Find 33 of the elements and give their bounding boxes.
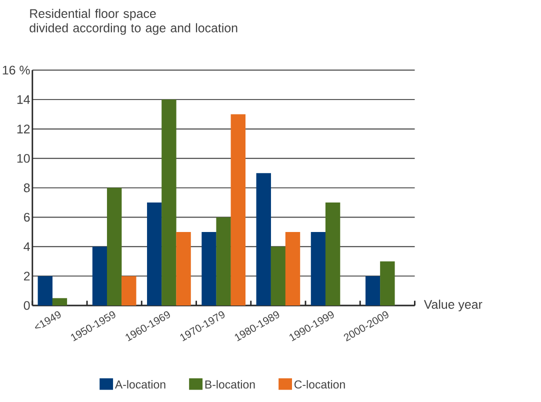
bar xyxy=(310,232,326,306)
y-tick-label: 14 xyxy=(17,95,30,104)
bar xyxy=(216,217,231,306)
bar xyxy=(325,202,340,306)
bar xyxy=(122,276,136,306)
y-tick-label: 16 % xyxy=(2,66,30,75)
legend-label: B-location xyxy=(205,380,255,389)
bar xyxy=(52,298,68,306)
bar xyxy=(38,276,52,306)
bar xyxy=(230,114,246,306)
bar xyxy=(285,232,300,306)
x-axis-title: Value year xyxy=(424,300,482,312)
y-tick-label: 2 xyxy=(24,272,30,281)
bar xyxy=(270,246,286,306)
bar xyxy=(202,232,216,306)
bar xyxy=(106,188,122,306)
legend-label: C-location xyxy=(294,380,345,389)
bar xyxy=(147,202,162,306)
bar xyxy=(256,173,271,306)
bar xyxy=(380,262,395,306)
bar xyxy=(176,232,191,306)
y-tick-label: 4 xyxy=(24,242,30,252)
legend-label: A-location xyxy=(114,380,166,389)
bar xyxy=(92,246,108,306)
y-tick-label: 10 xyxy=(17,154,30,164)
bar xyxy=(366,276,380,306)
y-tick-label: 0 xyxy=(24,301,30,310)
y-tick-label: 6 xyxy=(24,213,30,222)
y-tick-label: 8 xyxy=(24,184,30,192)
x-tick-label: <1949 xyxy=(34,311,61,329)
bar xyxy=(162,100,176,306)
chart-title: Residential floor space divided according to age and location xyxy=(30,9,238,36)
y-tick-label: 12 xyxy=(17,124,30,134)
